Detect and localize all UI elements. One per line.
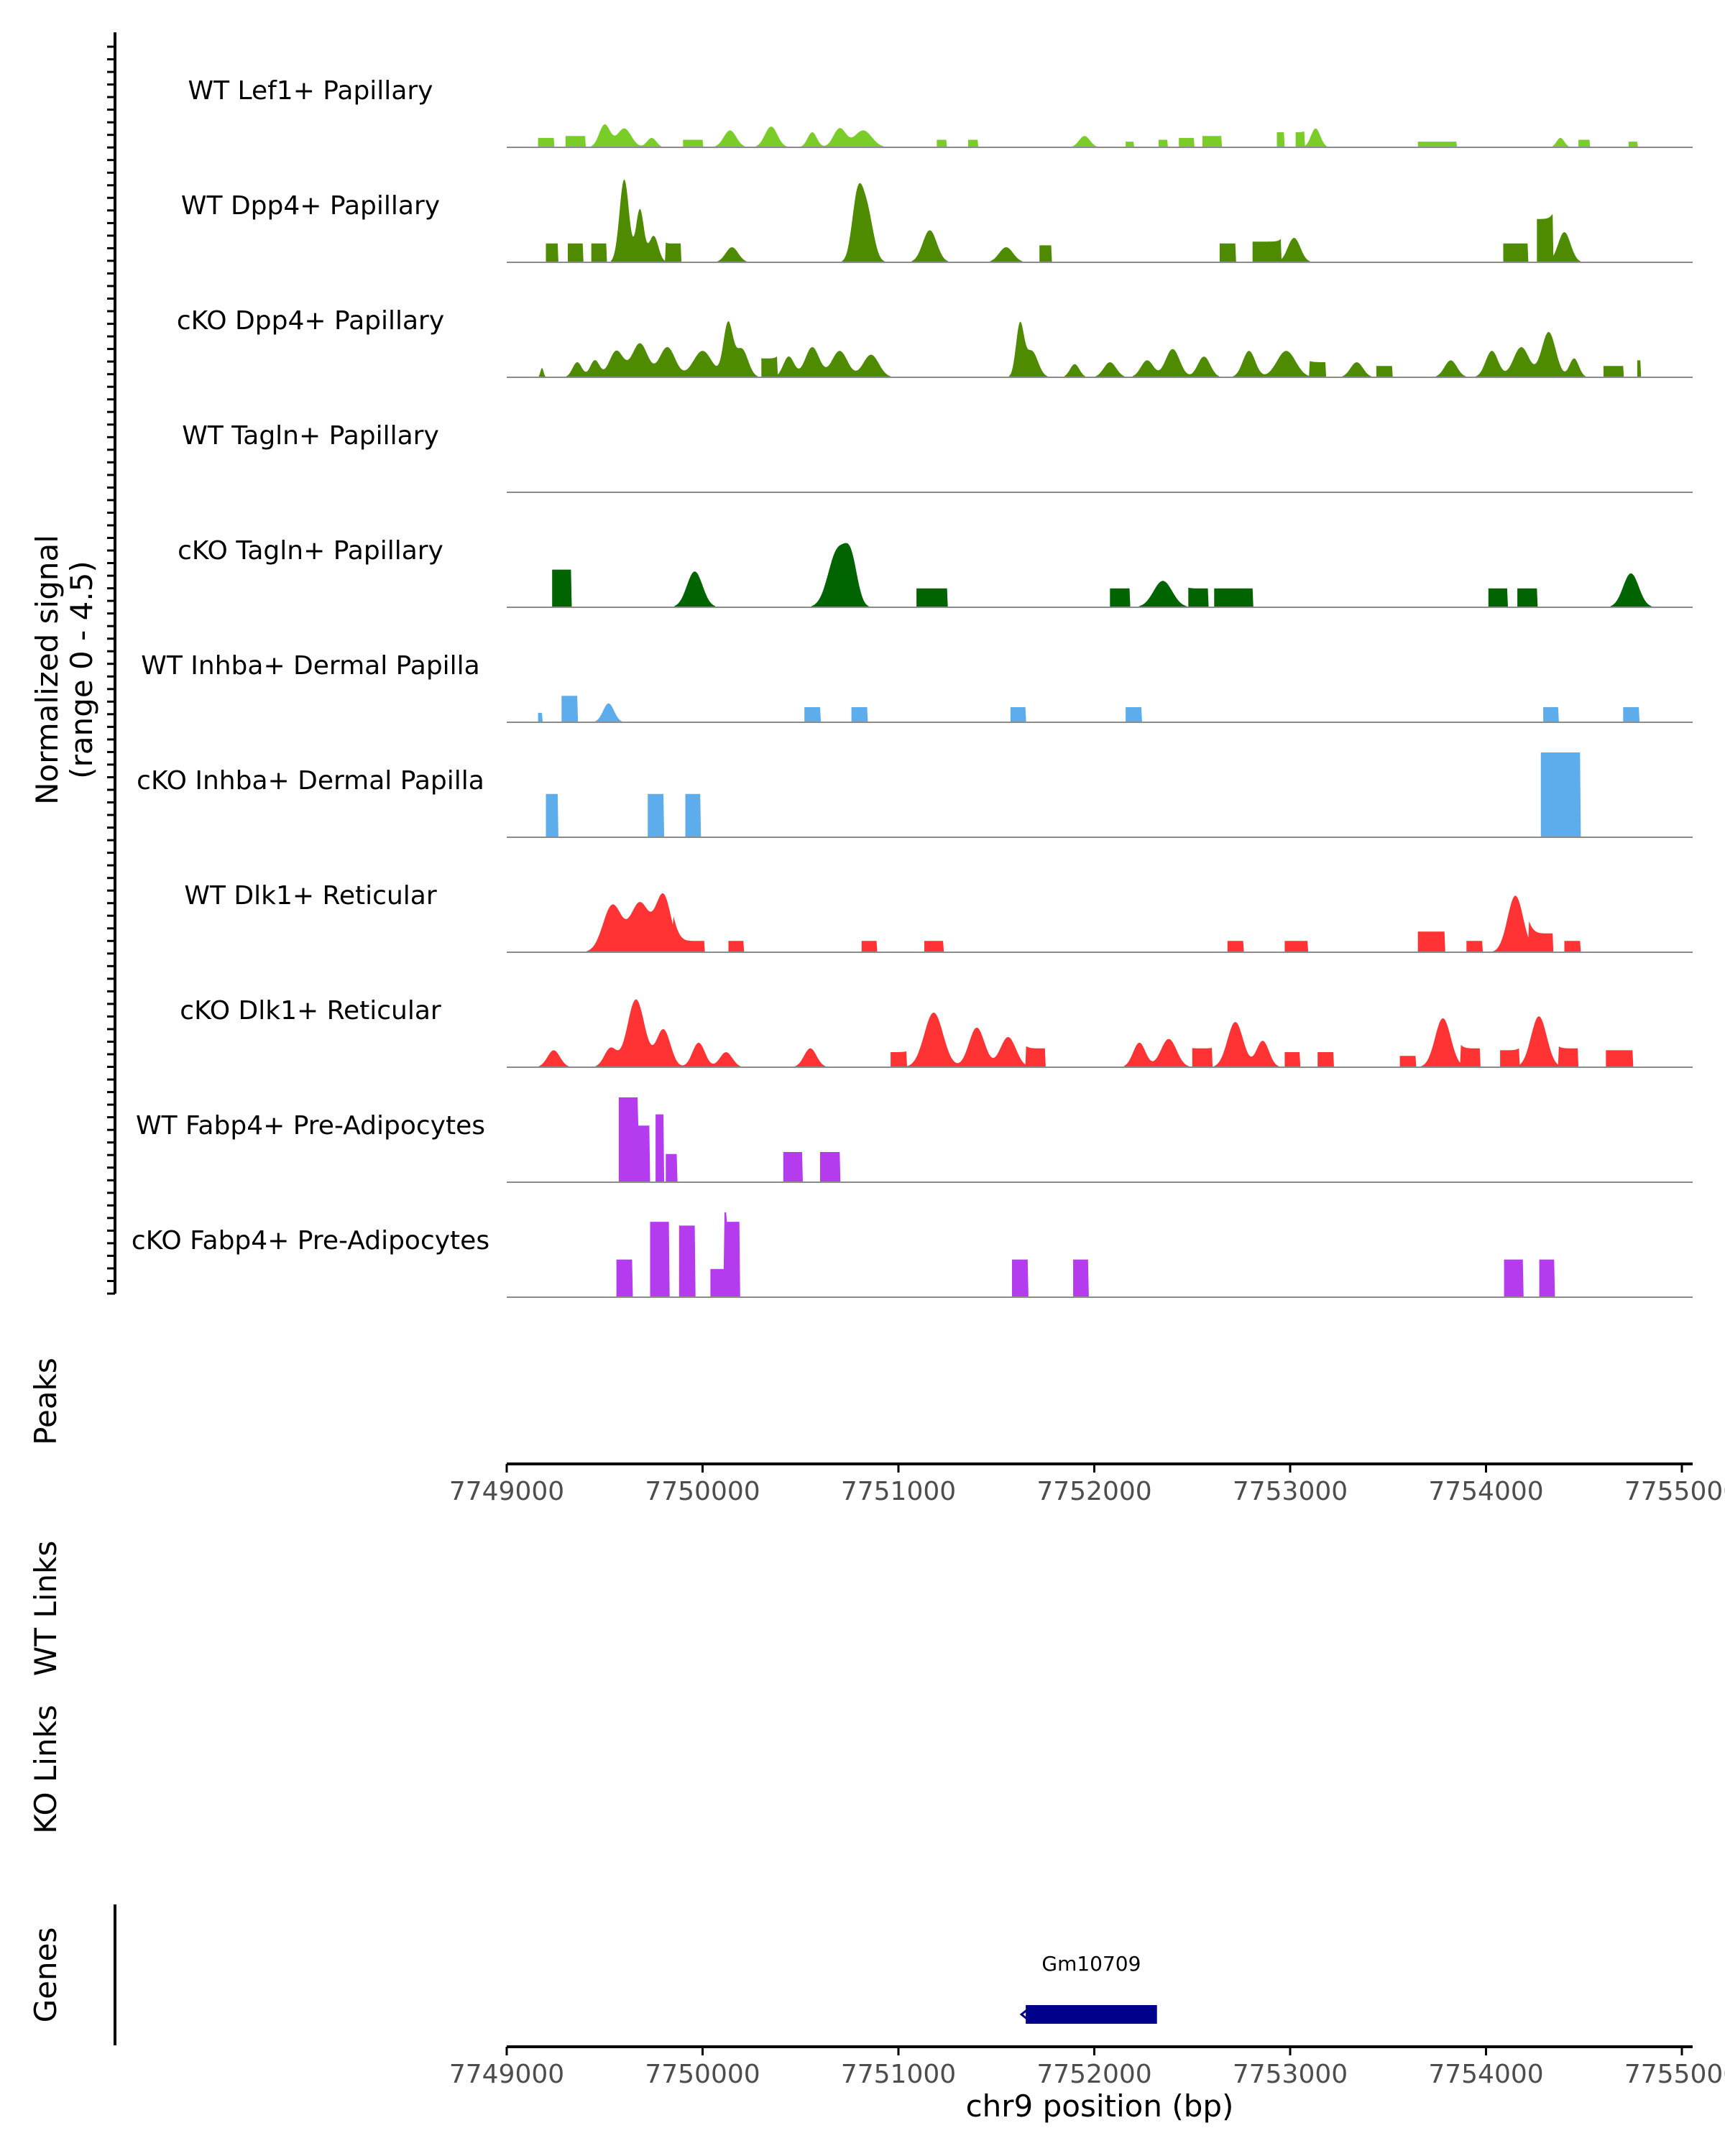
- gene-Gm10709: Gm10709: [1019, 1952, 1157, 2024]
- track-label: cKO Fabp4+ Pre-Adipocytes: [132, 1226, 489, 1256]
- x-tick-label: 7751000: [841, 2060, 956, 2089]
- x-tick-label: 7750000: [645, 1477, 760, 1506]
- x-tick-label: 7755000: [1624, 1477, 1725, 1506]
- track-label: WT Inhba+ Dermal Papilla: [141, 651, 479, 681]
- track-10: WT Fabp4+ Pre-Adipocytes: [136, 1097, 1693, 1183]
- track-label: WT Dpp4+ Papillary: [181, 191, 440, 221]
- x-tick-label: 7755000: [1624, 2060, 1725, 2089]
- coverage-area: [538, 124, 1638, 147]
- annotation-row-label: Genes: [28, 1927, 63, 2023]
- coverage-area: [538, 321, 1642, 377]
- track-4: WT Tagln+ Papillary: [182, 421, 1693, 493]
- coverage-area: [618, 1097, 841, 1182]
- x-tick-label: 7749000: [449, 2060, 564, 2089]
- x-tick-label: 7754000: [1428, 1477, 1543, 1506]
- track-label: WT Tagln+ Papillary: [182, 421, 439, 451]
- coverage-area: [616, 1212, 1555, 1297]
- track-label: WT Dlk1+ Reticular: [184, 881, 436, 911]
- track-6: WT Inhba+ Dermal Papilla: [141, 651, 1693, 723]
- coverage-area: [546, 179, 1582, 262]
- gene-label: Gm10709: [1041, 1952, 1141, 1976]
- track-11: cKO Fabp4+ Pre-Adipocytes: [132, 1212, 1693, 1298]
- y-axis-ticks: [107, 45, 115, 1295]
- annotation-row-label: Peaks: [28, 1358, 63, 1445]
- annotation-rows: Peaks WT Links KO Links Genes: [28, 1358, 63, 2022]
- track-7: cKO Inhba+ Dermal Papilla: [137, 752, 1693, 838]
- track-8: WT Dlk1+ Reticular: [184, 881, 1693, 953]
- strand-arrow-icon: [1141, 2007, 1151, 2022]
- track-label: cKO Inhba+ Dermal Papilla: [137, 766, 484, 796]
- x-tick-label: 7754000: [1428, 2060, 1543, 2089]
- track-label: cKO Dlk1+ Reticular: [180, 996, 441, 1026]
- track-label: cKO Tagln+ Papillary: [178, 536, 443, 566]
- x-tick-label: 7752000: [1036, 2060, 1151, 2089]
- coverage-area: [552, 543, 1652, 607]
- coverage-area: [586, 893, 1581, 952]
- gene-exon: [1026, 2005, 1157, 2024]
- x-tick-label: 7753000: [1233, 2060, 1348, 2089]
- track-9: cKO Dlk1+ Reticular: [180, 996, 1693, 1068]
- annotation-row-label: WT Links: [28, 1541, 63, 1676]
- coverage-tracks: WT Lef1+ Papillary WT Dpp4+ Papillary cKO …: [132, 76, 1693, 1298]
- track-label: WT Fabp4+ Pre-Adipocytes: [136, 1111, 485, 1141]
- coverage-area: [538, 696, 1640, 722]
- y-axis-range: (range 0 - 4.5): [64, 561, 99, 779]
- x-axis-title: chr9 position (bp): [966, 2088, 1234, 2124]
- coverage-area: [546, 752, 1581, 837]
- track-1: WT Lef1+ Papillary: [188, 76, 1693, 148]
- x-tick-label: 7750000: [645, 2060, 760, 2089]
- track-label: cKO Dpp4+ Papillary: [177, 306, 444, 336]
- x-axis-top: 7749000 7750000 7751000 7752000 7753000 77540…: [449, 1464, 1725, 1506]
- y-axis-title: Normalized signal: [29, 535, 65, 805]
- x-tick-label: 7752000: [1036, 1477, 1151, 1506]
- annotation-row-label: KO Links: [28, 1705, 63, 1834]
- x-axis-bottom: 7749000 7750000 7751000 7752000 7753000 77540…: [449, 2047, 1725, 2089]
- x-tick-label: 7751000: [841, 1477, 956, 1506]
- track-label: WT Lef1+ Papillary: [188, 76, 433, 106]
- track-5: cKO Tagln+ Papillary: [178, 536, 1693, 608]
- track-3: cKO Dpp4+ Papillary: [177, 306, 1693, 378]
- x-tick-label: 7749000: [449, 1477, 564, 1506]
- track-2: WT Dpp4+ Papillary: [181, 179, 1693, 263]
- x-tick-label: 7753000: [1233, 1477, 1348, 1506]
- gene-track: Gm10709: [1019, 1952, 1157, 2024]
- strand-arrow-icon: [1019, 2007, 1030, 2022]
- coverage-area: [538, 999, 1634, 1067]
